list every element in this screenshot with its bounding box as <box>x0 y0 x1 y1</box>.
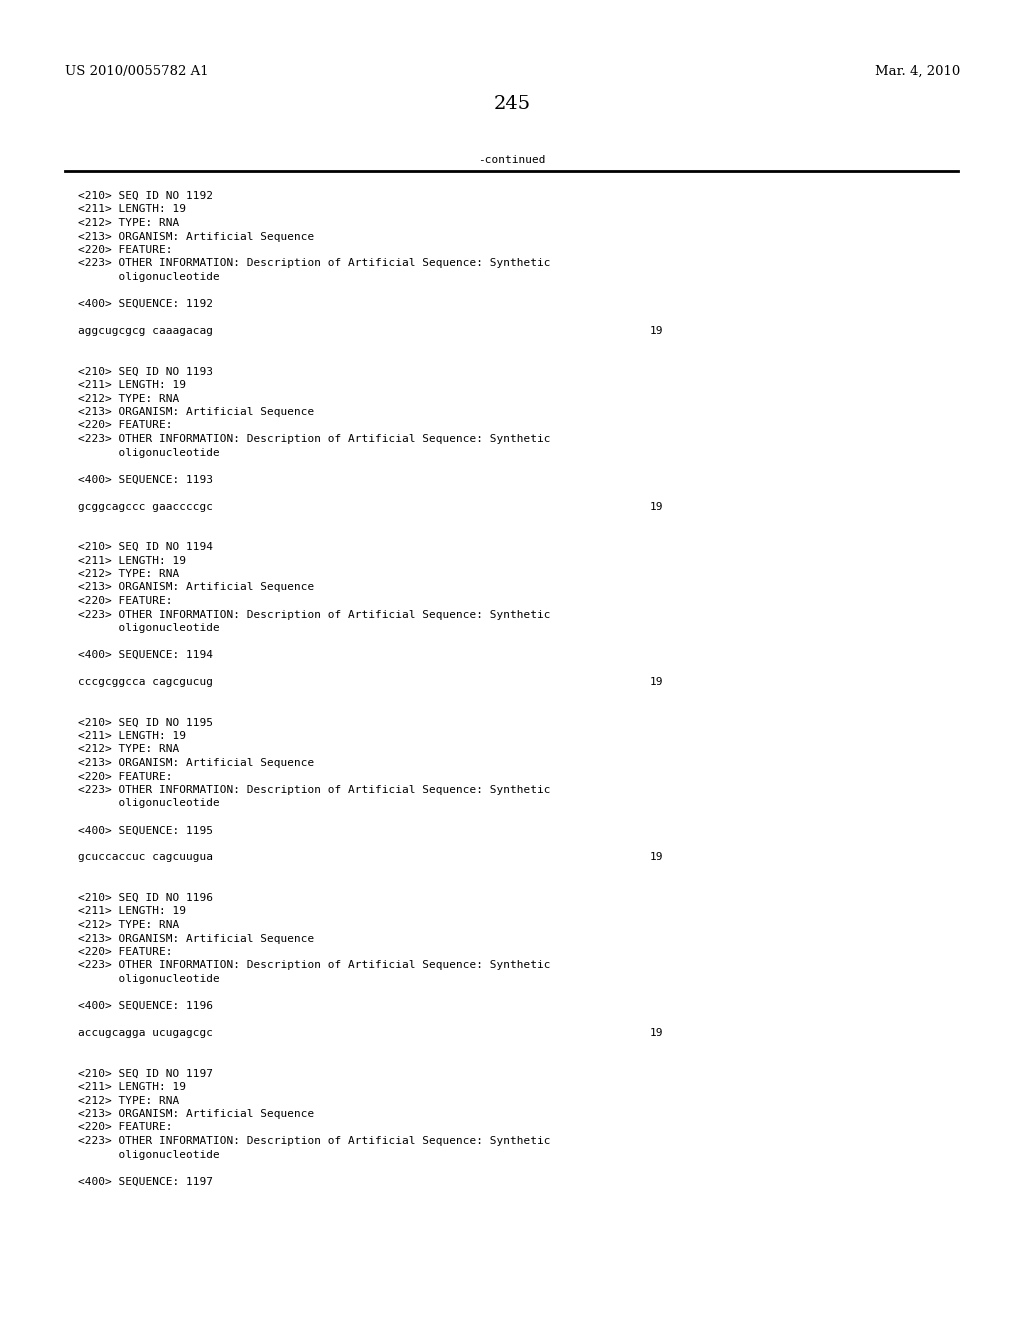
Text: <400> SEQUENCE: 1196: <400> SEQUENCE: 1196 <box>78 1001 213 1011</box>
Text: 19: 19 <box>650 853 664 862</box>
Text: <220> FEATURE:: <220> FEATURE: <box>78 1122 172 1133</box>
Text: <210> SEQ ID NO 1193: <210> SEQ ID NO 1193 <box>78 367 213 376</box>
Text: <210> SEQ ID NO 1194: <210> SEQ ID NO 1194 <box>78 543 213 552</box>
Text: <213> ORGANISM: Artificial Sequence: <213> ORGANISM: Artificial Sequence <box>78 758 314 768</box>
Text: <223> OTHER INFORMATION: Description of Artificial Sequence: Synthetic: <223> OTHER INFORMATION: Description of … <box>78 610 551 619</box>
Text: <223> OTHER INFORMATION: Description of Artificial Sequence: Synthetic: <223> OTHER INFORMATION: Description of … <box>78 1137 551 1146</box>
Text: <212> TYPE: RNA: <212> TYPE: RNA <box>78 569 179 579</box>
Text: <400> SEQUENCE: 1197: <400> SEQUENCE: 1197 <box>78 1176 213 1187</box>
Text: <220> FEATURE:: <220> FEATURE: <box>78 946 172 957</box>
Text: <223> OTHER INFORMATION: Description of Artificial Sequence: Synthetic: <223> OTHER INFORMATION: Description of … <box>78 961 551 970</box>
Text: 245: 245 <box>494 95 530 114</box>
Text: aggcugcgcg caaagacag: aggcugcgcg caaagacag <box>78 326 213 337</box>
Text: <210> SEQ ID NO 1196: <210> SEQ ID NO 1196 <box>78 894 213 903</box>
Text: <212> TYPE: RNA: <212> TYPE: RNA <box>78 1096 179 1106</box>
Text: <211> LENGTH: 19: <211> LENGTH: 19 <box>78 556 186 565</box>
Text: <220> FEATURE:: <220> FEATURE: <box>78 597 172 606</box>
Text: <210> SEQ ID NO 1195: <210> SEQ ID NO 1195 <box>78 718 213 727</box>
Text: <210> SEQ ID NO 1192: <210> SEQ ID NO 1192 <box>78 191 213 201</box>
Text: <400> SEQUENCE: 1195: <400> SEQUENCE: 1195 <box>78 825 213 836</box>
Text: 19: 19 <box>650 326 664 337</box>
Text: <212> TYPE: RNA: <212> TYPE: RNA <box>78 920 179 931</box>
Text: <400> SEQUENCE: 1194: <400> SEQUENCE: 1194 <box>78 649 213 660</box>
Text: oligonucleotide: oligonucleotide <box>78 447 220 458</box>
Text: <223> OTHER INFORMATION: Description of Artificial Sequence: Synthetic: <223> OTHER INFORMATION: Description of … <box>78 785 551 795</box>
Text: <212> TYPE: RNA: <212> TYPE: RNA <box>78 744 179 755</box>
Text: <400> SEQUENCE: 1192: <400> SEQUENCE: 1192 <box>78 300 213 309</box>
Text: <213> ORGANISM: Artificial Sequence: <213> ORGANISM: Artificial Sequence <box>78 1109 314 1119</box>
Text: <211> LENGTH: 19: <211> LENGTH: 19 <box>78 380 186 389</box>
Text: 19: 19 <box>650 502 664 511</box>
Text: <400> SEQUENCE: 1193: <400> SEQUENCE: 1193 <box>78 474 213 484</box>
Text: <213> ORGANISM: Artificial Sequence: <213> ORGANISM: Artificial Sequence <box>78 582 314 593</box>
Text: 19: 19 <box>650 1028 664 1038</box>
Text: <213> ORGANISM: Artificial Sequence: <213> ORGANISM: Artificial Sequence <box>78 407 314 417</box>
Text: oligonucleotide: oligonucleotide <box>78 272 220 282</box>
Text: <211> LENGTH: 19: <211> LENGTH: 19 <box>78 907 186 916</box>
Text: cccgcggcca cagcgucug: cccgcggcca cagcgucug <box>78 677 213 686</box>
Text: <211> LENGTH: 19: <211> LENGTH: 19 <box>78 205 186 214</box>
Text: gcggcagccc gaaccccgc: gcggcagccc gaaccccgc <box>78 502 213 511</box>
Text: oligonucleotide: oligonucleotide <box>78 799 220 808</box>
Text: oligonucleotide: oligonucleotide <box>78 1150 220 1159</box>
Text: US 2010/0055782 A1: US 2010/0055782 A1 <box>65 65 209 78</box>
Text: <220> FEATURE:: <220> FEATURE: <box>78 421 172 430</box>
Text: accugcagga ucugagcgc: accugcagga ucugagcgc <box>78 1028 213 1038</box>
Text: <211> LENGTH: 19: <211> LENGTH: 19 <box>78 1082 186 1092</box>
Text: oligonucleotide: oligonucleotide <box>78 623 220 634</box>
Text: oligonucleotide: oligonucleotide <box>78 974 220 983</box>
Text: <211> LENGTH: 19: <211> LENGTH: 19 <box>78 731 186 741</box>
Text: <220> FEATURE:: <220> FEATURE: <box>78 771 172 781</box>
Text: <223> OTHER INFORMATION: Description of Artificial Sequence: Synthetic: <223> OTHER INFORMATION: Description of … <box>78 434 551 444</box>
Text: <210> SEQ ID NO 1197: <210> SEQ ID NO 1197 <box>78 1068 213 1078</box>
Text: <213> ORGANISM: Artificial Sequence: <213> ORGANISM: Artificial Sequence <box>78 933 314 944</box>
Text: <212> TYPE: RNA: <212> TYPE: RNA <box>78 218 179 228</box>
Text: <220> FEATURE:: <220> FEATURE: <box>78 246 172 255</box>
Text: -continued: -continued <box>478 154 546 165</box>
Text: <212> TYPE: RNA: <212> TYPE: RNA <box>78 393 179 404</box>
Text: <213> ORGANISM: Artificial Sequence: <213> ORGANISM: Artificial Sequence <box>78 231 314 242</box>
Text: <223> OTHER INFORMATION: Description of Artificial Sequence: Synthetic: <223> OTHER INFORMATION: Description of … <box>78 259 551 268</box>
Text: Mar. 4, 2010: Mar. 4, 2010 <box>874 65 961 78</box>
Text: 19: 19 <box>650 677 664 686</box>
Text: gcuccaccuc cagcuugua: gcuccaccuc cagcuugua <box>78 853 213 862</box>
